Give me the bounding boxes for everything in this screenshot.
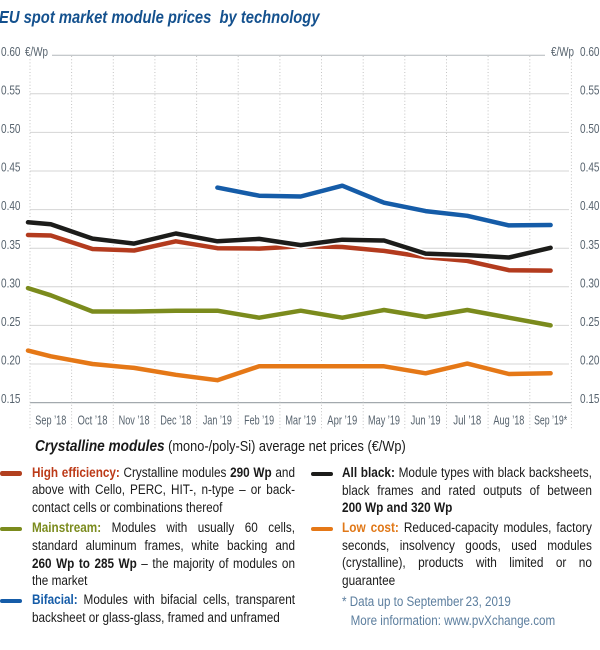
- svg-text:0.25: 0.25: [1, 314, 21, 329]
- svg-text:0.35: 0.35: [580, 237, 600, 252]
- svg-text:Oct ’18: Oct ’18: [78, 413, 108, 428]
- svg-text:Sep ’18: Sep ’18: [35, 413, 66, 428]
- svg-text:0.55: 0.55: [1, 82, 21, 97]
- svg-text:May ’19: May ’19: [368, 413, 400, 428]
- svg-text:0.15: 0.15: [1, 391, 21, 406]
- svg-text:Jul ’18: Jul ’18: [453, 413, 481, 428]
- svg-text:Dec ’18: Dec ’18: [160, 413, 191, 428]
- svg-text:0.35: 0.35: [1, 237, 21, 252]
- svg-text:0.20: 0.20: [580, 353, 600, 368]
- svg-text:0.50: 0.50: [1, 121, 21, 136]
- svg-text:0.15: 0.15: [580, 391, 600, 406]
- svg-text:0.45: 0.45: [580, 160, 600, 175]
- svg-text:Nov ’18: Nov ’18: [119, 413, 150, 428]
- svg-text:0.30: 0.30: [1, 275, 21, 290]
- svg-text:0.60: 0.60: [580, 44, 600, 59]
- svg-text:€/Wp: €/Wp: [25, 44, 48, 59]
- svg-text:0.25: 0.25: [580, 314, 600, 329]
- svg-text:0.60: 0.60: [1, 44, 21, 59]
- svg-text:0.30: 0.30: [580, 275, 600, 290]
- svg-text:Sep ’19*: Sep ’19*: [534, 413, 567, 428]
- svg-text:0.40: 0.40: [1, 198, 21, 213]
- svg-text:Mar ’19: Mar ’19: [285, 413, 316, 428]
- svg-text:0.45: 0.45: [1, 160, 21, 175]
- svg-text:Aug ’18: Aug ’18: [493, 413, 524, 428]
- svg-text:0.20: 0.20: [1, 353, 21, 368]
- svg-text:Feb ’19: Feb ’19: [244, 413, 274, 428]
- svg-text:€/Wp: €/Wp: [551, 44, 574, 59]
- svg-text:0.50: 0.50: [580, 121, 600, 136]
- svg-text:Jan ’19: Jan ’19: [203, 413, 232, 428]
- svg-text:0.55: 0.55: [580, 82, 600, 97]
- svg-text:0.40: 0.40: [580, 198, 600, 213]
- svg-text:Apr ’19: Apr ’19: [327, 413, 357, 428]
- svg-text:Jun ’19: Jun ’19: [411, 413, 441, 428]
